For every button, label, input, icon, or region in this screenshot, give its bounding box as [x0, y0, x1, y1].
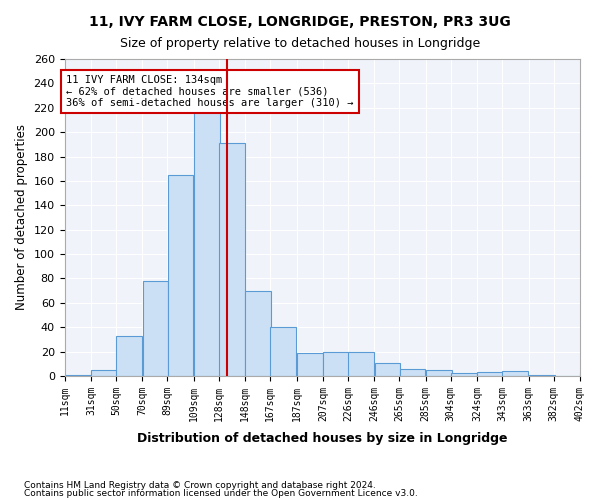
Bar	[426, 370, 452, 376]
Bar	[374, 362, 400, 376]
Bar	[219, 143, 245, 376]
Y-axis label: Number of detached properties: Number of detached properties	[15, 124, 28, 310]
Text: 11, IVY FARM CLOSE, LONGRIDGE, PRESTON, PR3 3UG: 11, IVY FARM CLOSE, LONGRIDGE, PRESTON, …	[89, 15, 511, 29]
Bar	[580, 372, 600, 376]
Bar	[348, 352, 374, 376]
Bar	[271, 327, 296, 376]
Bar	[478, 372, 503, 376]
Text: Contains public sector information licensed under the Open Government Licence v3: Contains public sector information licen…	[24, 488, 418, 498]
Bar	[245, 290, 271, 376]
Bar	[502, 371, 529, 376]
Bar	[65, 374, 91, 376]
Text: 11 IVY FARM CLOSE: 134sqm
← 62% of detached houses are smaller (536)
36% of semi: 11 IVY FARM CLOSE: 134sqm ← 62% of detac…	[66, 75, 353, 108]
Bar	[143, 281, 169, 376]
Bar	[400, 368, 425, 376]
Bar	[167, 175, 193, 376]
Bar	[91, 370, 117, 376]
Bar	[529, 374, 554, 376]
Bar	[194, 110, 220, 376]
Text: Size of property relative to detached houses in Longridge: Size of property relative to detached ho…	[120, 38, 480, 51]
Bar	[116, 336, 142, 376]
Text: Contains HM Land Registry data © Crown copyright and database right 2024.: Contains HM Land Registry data © Crown c…	[24, 481, 376, 490]
Bar	[451, 374, 477, 376]
X-axis label: Distribution of detached houses by size in Longridge: Distribution of detached houses by size …	[137, 432, 508, 445]
Bar	[323, 352, 349, 376]
Bar	[297, 353, 323, 376]
